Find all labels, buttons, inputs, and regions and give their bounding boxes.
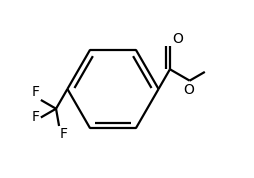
Text: O: O [183,83,194,97]
Text: O: O [172,32,183,46]
Text: F: F [31,111,39,124]
Text: F: F [60,127,68,141]
Text: F: F [31,85,39,99]
